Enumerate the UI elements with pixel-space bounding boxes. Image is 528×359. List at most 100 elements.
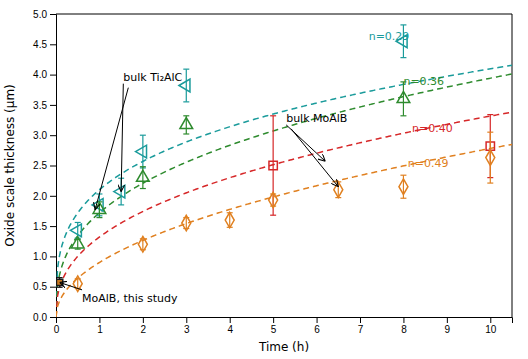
plot-area: [56, 25, 512, 317]
error-bar-cap: [183, 133, 189, 134]
error-bar-cap: [487, 132, 493, 133]
fit-label: n=0.29: [369, 30, 410, 43]
error-bar-cap: [400, 24, 406, 25]
fit-label: n=0.36: [403, 75, 444, 88]
fit-line: [56, 65, 512, 317]
x-axis-title: Time (h): [258, 340, 309, 354]
error-bar: [96, 202, 102, 218]
error-bar-cap: [270, 115, 276, 116]
error-bar-stem: [77, 279, 78, 289]
y-tick-mark: [50, 75, 56, 76]
point: [93, 202, 106, 213]
error-bar-cap: [487, 114, 493, 115]
error-bar-cap: [400, 115, 406, 116]
error-bar-stem: [186, 69, 187, 102]
y-tick-label: 3.5: [33, 100, 47, 111]
y-tick-mark: [50, 135, 56, 136]
point: [334, 182, 343, 198]
error-bar-cap: [140, 188, 146, 189]
point: [114, 185, 125, 198]
frame-right: [512, 14, 513, 317]
point: [138, 236, 147, 252]
point: [180, 118, 193, 129]
y-tick-label: 0.0: [33, 312, 47, 323]
y-tick: 2.5: [33, 160, 56, 171]
point: [269, 161, 277, 169]
y-tick-mark: [50, 44, 56, 45]
x-tick-mark: [186, 317, 187, 323]
error-bar-cap: [183, 69, 189, 70]
x-tick-mark: [447, 317, 448, 323]
point: [136, 145, 147, 158]
error-bar: [270, 116, 276, 215]
fit-line: [56, 112, 512, 317]
error-bar-cap: [140, 166, 146, 167]
y-tick-label: 0.5: [33, 281, 47, 292]
fit-label: n=0.49: [408, 157, 449, 170]
annotation-text: bulk Ti₂AlC: [123, 71, 182, 84]
point: [71, 237, 84, 248]
y-tick-mark: [50, 317, 56, 318]
error-bar: [487, 132, 493, 183]
error-bar-cap: [140, 135, 146, 136]
y-tick-label: 2.0: [33, 191, 47, 202]
error-bar-stem: [273, 116, 274, 215]
point: [399, 179, 408, 195]
series: [73, 132, 495, 291]
annotation-text: MoAlB, this study: [82, 292, 178, 305]
x-tick: 8: [401, 317, 407, 335]
y-tick-label: 5.0: [33, 9, 47, 20]
error-bar-cap: [400, 198, 406, 199]
error-bar-stem: [338, 182, 339, 198]
error-bar-cap: [57, 277, 63, 278]
y-tick-mark: [50, 105, 56, 106]
y-tick-mark: [50, 287, 56, 288]
x-axis: 012345678910: [54, 317, 513, 335]
series: [71, 82, 409, 249]
y-tick-mark: [50, 196, 56, 197]
y-tick-mark: [50, 14, 56, 15]
y-tick-mark: [50, 166, 56, 167]
y-tick-label: 4.5: [33, 39, 47, 50]
annotations: n=0.29n=0.36n=0.40n=0.49bulk Ti₂AlCbulk …: [60, 30, 453, 305]
y-tick: 2.0: [33, 191, 56, 202]
error-bar-stem: [142, 239, 143, 250]
series: [70, 25, 407, 238]
y-tick: 4.5: [33, 39, 56, 50]
y-tick-label: 1.5: [33, 221, 47, 232]
annotation-text: bulk MoAlB: [286, 112, 347, 125]
error-bar-cap: [57, 287, 63, 288]
x-tick-label: 5: [271, 324, 277, 335]
x-tick-label: 10: [485, 324, 497, 335]
annotation-arrow: [95, 88, 128, 210]
x-tick-mark: [403, 317, 404, 323]
x-tick-mark: [230, 317, 231, 323]
error-bar-cap: [487, 182, 493, 183]
error-bar-stem: [229, 213, 230, 228]
x-tick-mark: [273, 317, 274, 323]
x-tick: 6: [314, 317, 320, 335]
error-bar: [183, 69, 189, 102]
plot: 0123456789100.00.51.01.52.02.53.03.54.04…: [33, 9, 512, 335]
x-tick-mark: [143, 317, 144, 323]
x-tick-label: 9: [445, 324, 451, 335]
x-tick-mark: [99, 317, 100, 323]
point: [225, 212, 234, 228]
x-tick: 2: [141, 317, 147, 335]
x-axis-line: [57, 318, 513, 324]
error-bar-cap: [75, 249, 81, 250]
point: [486, 150, 495, 166]
x-tick: 1: [97, 317, 103, 335]
x-tick: 10: [485, 317, 497, 335]
y-tick: 3.5: [33, 100, 56, 111]
error-bar-stem: [186, 218, 187, 229]
x-tick: 0: [54, 317, 60, 335]
x-tick: 5: [271, 317, 277, 335]
y-axis-title: Oxide scale thickness (μm): [3, 84, 17, 247]
x-tick-label: 4: [227, 324, 233, 335]
x-tick-mark: [360, 317, 361, 323]
x-tick-mark: [317, 317, 318, 323]
fit-line: [56, 144, 512, 317]
series: [269, 115, 495, 216]
x-tick: 7: [358, 317, 364, 335]
